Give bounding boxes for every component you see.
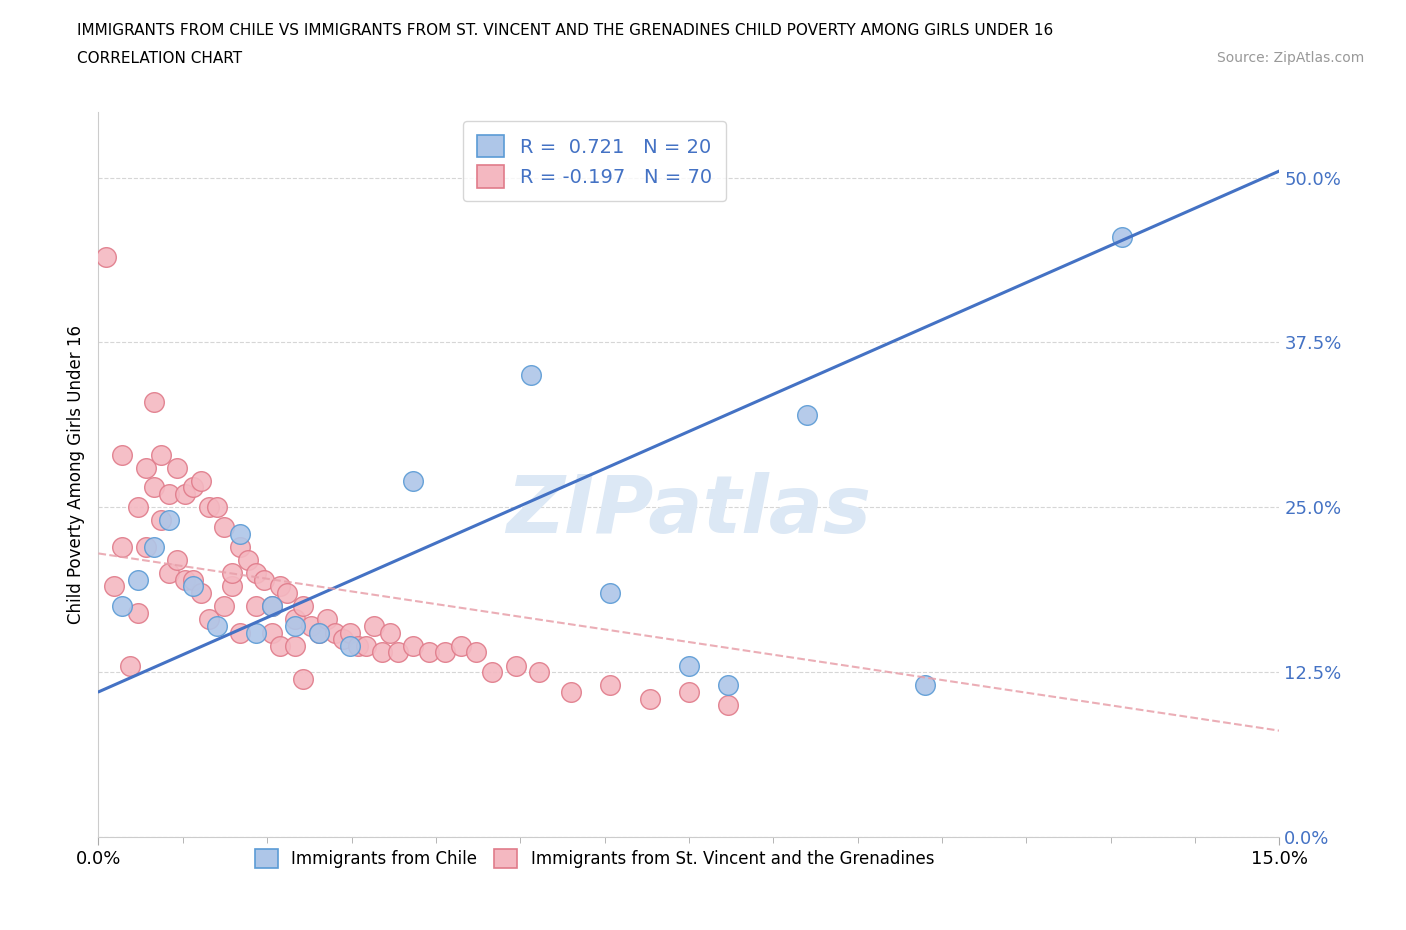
Point xyxy=(103,579,125,594)
Point xyxy=(433,644,456,659)
Text: ZIPatlas: ZIPatlas xyxy=(506,472,872,550)
Point xyxy=(221,565,243,580)
Point xyxy=(323,625,346,640)
Point xyxy=(190,586,212,601)
Point xyxy=(284,612,307,627)
Point xyxy=(560,684,582,699)
Point xyxy=(717,678,740,693)
Point xyxy=(276,586,298,601)
Point xyxy=(142,480,165,495)
Point xyxy=(96,249,118,264)
Point xyxy=(339,625,361,640)
Point xyxy=(157,513,180,528)
Point xyxy=(450,638,472,653)
Point xyxy=(481,665,503,680)
Point xyxy=(796,407,818,422)
Point xyxy=(284,638,307,653)
Point xyxy=(1111,230,1133,245)
Point xyxy=(205,499,228,514)
Point xyxy=(529,665,551,680)
Point xyxy=(520,368,543,383)
Point xyxy=(465,644,488,659)
Point xyxy=(181,579,204,594)
Point xyxy=(118,658,141,673)
Point xyxy=(135,539,157,554)
Point xyxy=(221,579,243,594)
Point xyxy=(197,612,219,627)
Point xyxy=(111,539,134,554)
Point xyxy=(245,565,267,580)
Point xyxy=(638,691,661,706)
Point xyxy=(236,552,259,567)
Point xyxy=(205,618,228,633)
Point xyxy=(402,473,425,488)
Point xyxy=(229,526,252,541)
Point xyxy=(354,638,377,653)
Point xyxy=(190,473,212,488)
Point xyxy=(299,618,322,633)
Point xyxy=(157,486,180,501)
Point xyxy=(142,394,165,409)
Point xyxy=(111,599,134,614)
Y-axis label: Child Poverty Among Girls Under 16: Child Poverty Among Girls Under 16 xyxy=(66,325,84,624)
Point xyxy=(315,612,337,627)
Point xyxy=(111,447,134,462)
Point xyxy=(166,552,188,567)
Legend: Immigrants from Chile, Immigrants from St. Vincent and the Grenadines: Immigrants from Chile, Immigrants from S… xyxy=(243,837,946,880)
Point xyxy=(181,480,204,495)
Point xyxy=(229,539,252,554)
Point xyxy=(308,625,330,640)
Point xyxy=(157,565,180,580)
Point xyxy=(214,599,236,614)
Point xyxy=(269,638,291,653)
Point xyxy=(505,658,527,673)
Point xyxy=(260,599,283,614)
Point xyxy=(332,631,354,646)
Point xyxy=(378,625,401,640)
Point xyxy=(197,499,219,514)
Point xyxy=(339,638,361,653)
Point xyxy=(371,644,394,659)
Point xyxy=(599,678,621,693)
Point xyxy=(174,486,197,501)
Point xyxy=(717,698,740,712)
Point xyxy=(308,625,330,640)
Point xyxy=(260,599,283,614)
Point xyxy=(214,520,236,535)
Point xyxy=(150,513,173,528)
Point xyxy=(678,658,700,673)
Text: CORRELATION CHART: CORRELATION CHART xyxy=(77,51,242,66)
Point xyxy=(599,586,621,601)
Point xyxy=(269,579,291,594)
Point xyxy=(678,684,700,699)
Point xyxy=(387,644,409,659)
Point xyxy=(402,638,425,653)
Point xyxy=(181,572,204,587)
Point xyxy=(245,599,267,614)
Point xyxy=(135,460,157,475)
Point xyxy=(347,638,370,653)
Point xyxy=(284,618,307,633)
Point xyxy=(166,460,188,475)
Text: IMMIGRANTS FROM CHILE VS IMMIGRANTS FROM ST. VINCENT AND THE GRENADINES CHILD PO: IMMIGRANTS FROM CHILE VS IMMIGRANTS FROM… xyxy=(77,23,1053,38)
Point xyxy=(260,625,283,640)
Point xyxy=(127,605,149,620)
Point xyxy=(150,447,173,462)
Point xyxy=(418,644,440,659)
Point xyxy=(914,678,936,693)
Point xyxy=(174,572,197,587)
Point xyxy=(363,618,385,633)
Point xyxy=(253,572,276,587)
Point xyxy=(292,599,315,614)
Point xyxy=(142,539,165,554)
Point xyxy=(292,671,315,686)
Point xyxy=(127,572,149,587)
Text: Source: ZipAtlas.com: Source: ZipAtlas.com xyxy=(1216,51,1364,65)
Point xyxy=(229,625,252,640)
Point xyxy=(245,625,267,640)
Point xyxy=(127,499,149,514)
